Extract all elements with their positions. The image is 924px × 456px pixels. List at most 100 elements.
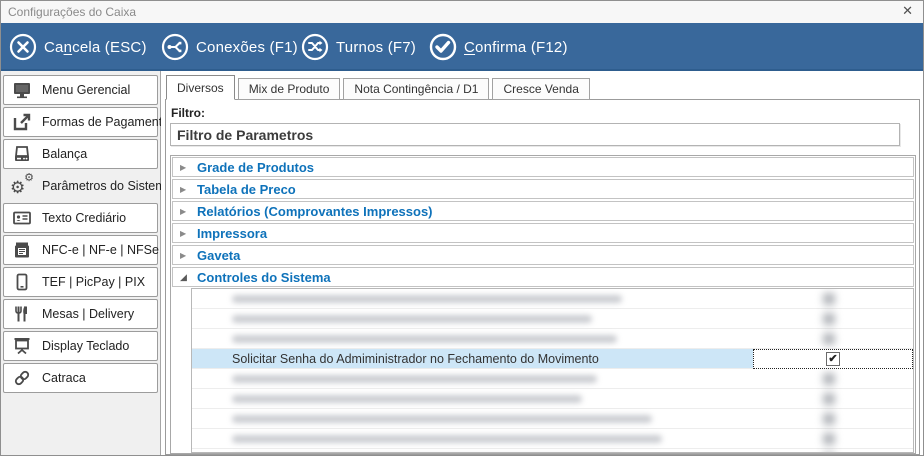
checkbox-cell: ✔: [753, 349, 913, 369]
parameter-row-redacted[interactable]: [192, 369, 913, 389]
parameter-row-redacted[interactable]: [192, 329, 913, 349]
tree-section-grade-de-produtos[interactable]: ▶ Grade de Produtos: [172, 157, 914, 177]
tree-section-controles-do-sistema[interactable]: ◢ Controles do Sistema: [172, 267, 914, 287]
sidebar-item-label: Texto Crediário: [42, 211, 127, 225]
confirm-check-icon: [429, 33, 457, 61]
redacted-checkbox: [823, 313, 835, 325]
sidebar-item-parametros-do-sistema[interactable]: ⚙ ⚙ Parâmetros do Sistema: [3, 171, 173, 201]
filter-input[interactable]: [170, 123, 900, 146]
sidebar-item-formas-de-pagamento[interactable]: Formas de Pagamento: [3, 107, 169, 137]
sidebar-item-texto-crediario[interactable]: Texto Crediário: [3, 203, 158, 233]
shuffle-icon: [301, 33, 329, 61]
tab-panel: Filtro: ▶ Grade de Produtos ▶ Tabela de …: [165, 99, 920, 455]
sidebar-item-label: Catraca: [42, 371, 86, 385]
shifts-label: Turnos (F7): [336, 38, 416, 56]
chevron-right-icon: ▶: [180, 228, 187, 238]
monitor-icon: [11, 79, 33, 101]
parameter-row-redacted[interactable]: [192, 409, 913, 429]
chevron-right-icon: ▶: [180, 250, 187, 260]
sidebar-item-catraca[interactable]: Catraca: [3, 363, 158, 393]
chevron-right-icon: ▶: [180, 184, 187, 194]
close-icon[interactable]: ✕: [902, 3, 913, 18]
sidebar-item-label: Mesas | Delivery: [42, 307, 135, 321]
cancel-circle-icon: [9, 33, 37, 61]
dialog-body: Menu Gerencial Formas de Pagamento Balan…: [1, 71, 923, 455]
redacted-text: [232, 315, 592, 323]
tab-strip: Diversos Mix de Produto Nota Contingênci…: [165, 75, 920, 100]
filter-label: Filtro:: [171, 106, 205, 120]
tab-mix-de-produto[interactable]: Mix de Produto: [237, 78, 341, 100]
sidebar-item-balanca[interactable]: Balança: [3, 139, 158, 169]
chevron-expanded-icon: ◢: [180, 271, 187, 282]
tab-cresce-venda[interactable]: Cresce Venda: [492, 78, 590, 100]
chain-link-icon: [11, 367, 33, 389]
section-label: Gaveta: [197, 247, 241, 263]
sidebar-item-label: Formas de Pagamento: [42, 115, 170, 129]
window-title: Configurações do Caixa: [8, 5, 137, 19]
parameter-label: Solicitar Senha do Admiministrador no Fe…: [232, 352, 599, 366]
receipt-printer-icon: [11, 239, 33, 261]
redacted-checkbox: [823, 393, 835, 405]
sidebar-item-menu-gerencial[interactable]: Menu Gerencial: [3, 75, 158, 105]
connections-button[interactable]: Conexões (F1): [161, 32, 298, 62]
projection-screen-icon: [11, 335, 33, 357]
redacted-checkbox: [823, 413, 835, 425]
sidebar-item-mesas-delivery[interactable]: Mesas | Delivery: [3, 299, 158, 329]
sidebar-item-label: Balança: [42, 147, 88, 161]
title-bar: Configurações do Caixa ✕: [1, 1, 923, 23]
parameter-tree: ▶ Grade de Produtos ▶ Tabela de Preco ▶ …: [170, 155, 916, 454]
cancel-button[interactable]: Cancela (ESC): [9, 32, 147, 62]
parameter-row-redacted[interactable]: [192, 389, 913, 409]
redacted-text: [232, 335, 617, 343]
redacted-text: [232, 395, 582, 403]
export-icon: [11, 111, 33, 133]
toolbar: Cancela (ESC) Conexões (F1) Turnos (F7) …: [1, 23, 923, 71]
parameter-row-redacted[interactable]: [192, 309, 913, 329]
sidebar-item-tef-picpay-pix[interactable]: TEF | PicPay | PIX: [3, 267, 158, 297]
redacted-checkbox: [823, 333, 835, 345]
sidebar-item-label: NFC-e | NF-e | NFSe: [42, 243, 159, 257]
redacted-checkbox: [823, 433, 835, 445]
connections-label: Conexões (F1): [196, 38, 298, 56]
redacted-text: [232, 415, 652, 423]
redacted-text: [232, 375, 597, 383]
cancel-label: Cancela (ESC): [44, 38, 147, 56]
gears-icon: ⚙ ⚙: [10, 172, 34, 197]
tree-section-relatorios[interactable]: ▶ Relatórios (Comprovantes Impressos): [172, 201, 914, 221]
section-label: Tabela de Preco: [197, 181, 296, 197]
section-label: Relatórios (Comprovantes Impressos): [197, 203, 433, 219]
shifts-button[interactable]: Turnos (F7): [301, 32, 416, 62]
connections-icon: [161, 33, 189, 61]
sidebar-item-display-teclado[interactable]: Display Teclado: [3, 331, 158, 361]
redacted-checkbox: [823, 373, 835, 385]
tab-nota-contingencia-d1[interactable]: Nota Contingência / D1: [343, 78, 490, 100]
tree-section-tabela-de-preco[interactable]: ▶ Tabela de Preco: [172, 179, 914, 199]
tree-section-impressora[interactable]: ▶ Impressora: [172, 223, 914, 243]
scale-icon: [11, 143, 33, 165]
chevron-right-icon: ▶: [180, 162, 187, 172]
main-content: Diversos Mix de Produto Nota Contingênci…: [161, 71, 923, 455]
sidebar-item-nfce-nfe-nfse[interactable]: NFC-e | NF-e | NFSe: [3, 235, 159, 265]
confirm-button[interactable]: Confirma (F12): [429, 32, 568, 62]
sidebar: Menu Gerencial Formas de Pagamento Balan…: [1, 71, 173, 455]
chevron-right-icon: ▶: [180, 206, 187, 216]
cutlery-icon: [11, 303, 33, 325]
parameter-row-selected[interactable]: Solicitar Senha do Admiministrador no Fe…: [192, 349, 913, 369]
sidebar-item-label: Display Teclado: [42, 339, 130, 353]
parameter-rows: Solicitar Senha do Admiministrador no Fe…: [191, 288, 914, 453]
tab-diversos[interactable]: Diversos: [166, 75, 235, 100]
section-label: Controles do Sistema: [197, 269, 331, 285]
parameter-row-redacted[interactable]: [192, 449, 913, 452]
parameter-row-redacted[interactable]: [192, 289, 913, 309]
section-label: Grade de Produtos: [197, 159, 315, 175]
confirm-label: Confirma (F12): [464, 38, 568, 56]
redacted-checkbox: [823, 293, 835, 305]
sidebar-item-label: TEF | PicPay | PIX: [42, 275, 146, 289]
redacted-text: [232, 295, 622, 303]
tree-section-gaveta[interactable]: ▶ Gaveta: [172, 245, 914, 265]
parameter-row-redacted[interactable]: [192, 429, 913, 449]
id-card-icon: [11, 207, 33, 229]
checkbox-checked-icon[interactable]: ✔: [826, 352, 840, 366]
smartphone-icon: [11, 271, 33, 293]
